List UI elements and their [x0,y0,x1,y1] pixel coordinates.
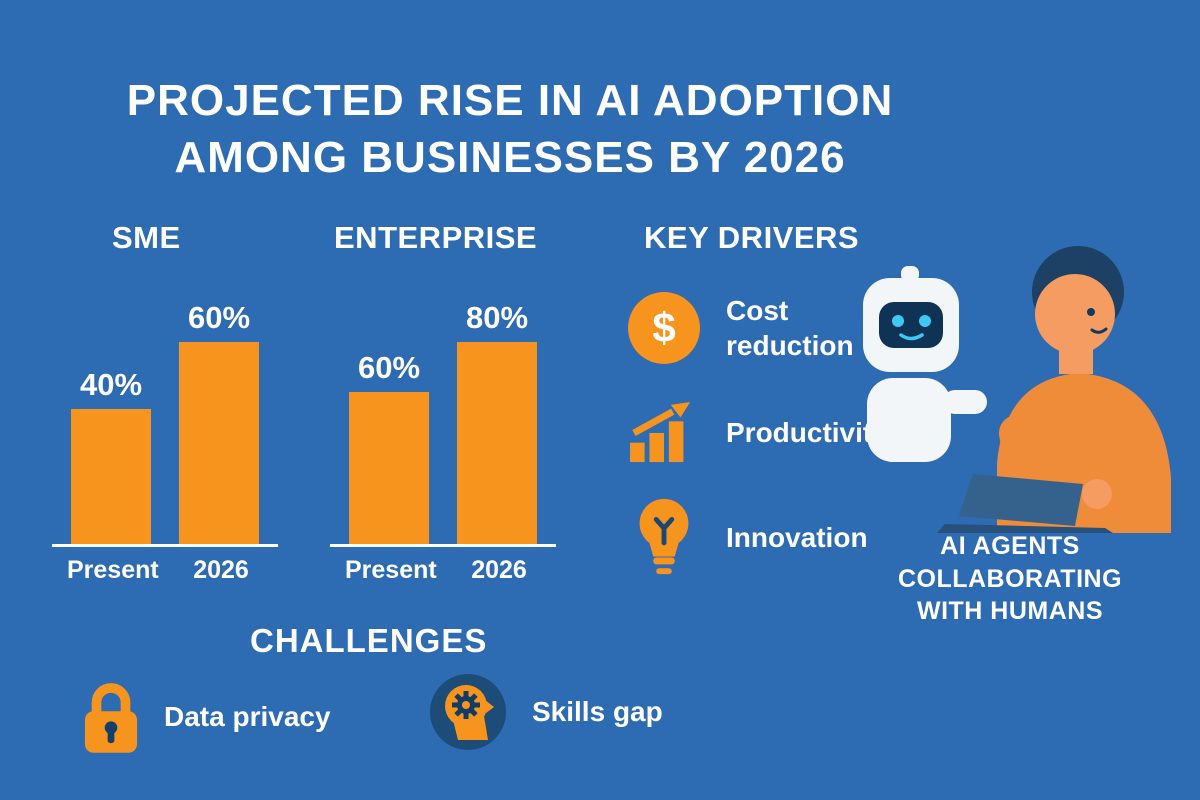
driver-label: Innovation [726,521,868,553]
caption-line: WITH HUMANS [916,597,1104,625]
dollar-glyph: $ [652,304,676,351]
x-tick-label: 2026 [193,556,249,584]
sme-bar-chart: SME 40% 60% Present 2026 [52,220,278,585]
driver-productivity: Productivity [628,400,888,464]
illustration-caption: AI AGENTS COLLABORATING WITH HUMANS [860,530,1160,628]
enterprise-bar-2026: 80% [457,300,537,544]
driver-cost-reduction: $ Cost reduction [628,292,896,364]
page-title-line2: AMONG BUSINESSES BY 2026 [174,132,846,182]
x-tick-label: 2026 [471,556,527,584]
growth-chart-icon [630,401,691,463]
page-title: PROJECTED RISE IN AI ADOPTION AMONG BUSI… [100,73,920,186]
caption-line: AI AGENTS [940,532,1080,560]
sme-plot-area: 40% 60% [52,292,278,547]
head-gear-icon [430,674,506,750]
key-drivers-section: KEY DRIVERS $ Cost reduction Productivit… [628,220,908,575]
chart-title-sme: SME [112,220,181,255]
sme-x-axis-labels: Present 2026 [52,556,278,585]
driver-innovation: Innovation [628,496,868,578]
chart-title-enterprise: ENTERPRISE [334,220,538,255]
bar [71,409,151,544]
sme-bar-present: 40% [71,367,151,544]
dollar-icon: $ [628,292,700,364]
robot-human-laptop-graphic [863,246,1171,533]
x-tick-label: Present [345,556,437,584]
bar-value-label: 80% [465,300,529,335]
caption-line: COLLABORATING [897,564,1123,593]
x-tick-label: Present [67,556,159,584]
lightbulb-icon [639,498,689,575]
bar [179,342,259,544]
robot-human-illustration [845,228,1185,533]
challenge-data-privacy: Data privacy [82,678,331,756]
enterprise-bar-chart: ENTERPRISE 60% 80% Present 2026 [330,220,556,585]
challenge-skills-gap: Skills gap [428,672,663,752]
enterprise-plot-area: 60% 80% [330,292,556,547]
bar-value-label: 60% [357,350,421,385]
sme-bar-2026: 60% [179,300,259,544]
challenges-heading: CHALLENGES [250,622,488,659]
bar [457,342,537,544]
bar-value-label: 60% [187,300,251,335]
bar-value-label: 40% [79,367,143,402]
page-title-line1: PROJECTED RISE IN AI ADOPTION [126,76,894,126]
enterprise-bar-present: 60% [349,350,429,544]
challenge-label: Data privacy [164,701,331,732]
driver-label: Cost reduction [726,295,854,361]
enterprise-x-axis-labels: Present 2026 [330,556,556,585]
key-drivers-heading: KEY DRIVERS [644,220,860,255]
padlock-icon [84,683,138,753]
bar [349,392,429,544]
driver-label: Productivity [726,416,888,448]
challenge-label: Skills gap [532,696,663,727]
